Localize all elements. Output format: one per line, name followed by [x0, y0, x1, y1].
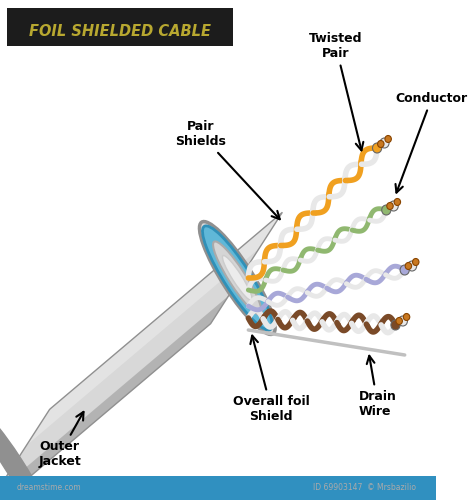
Circle shape: [408, 261, 417, 271]
Text: Conductor: Conductor: [395, 92, 468, 192]
FancyBboxPatch shape: [0, 476, 436, 500]
Circle shape: [387, 202, 393, 209]
FancyBboxPatch shape: [8, 8, 233, 46]
Circle shape: [412, 258, 419, 266]
Ellipse shape: [200, 222, 275, 334]
Polygon shape: [0, 212, 283, 500]
Text: Drain
Wire: Drain Wire: [359, 356, 397, 418]
Circle shape: [373, 143, 382, 153]
Polygon shape: [0, 296, 228, 500]
Circle shape: [394, 198, 401, 205]
Circle shape: [405, 262, 411, 270]
Text: Outer
Jacket: Outer Jacket: [38, 412, 83, 468]
Text: Pair
Shields: Pair Shields: [175, 120, 280, 219]
Circle shape: [398, 316, 408, 326]
Ellipse shape: [202, 226, 272, 330]
Circle shape: [389, 201, 398, 211]
Circle shape: [400, 265, 410, 275]
Circle shape: [378, 140, 384, 147]
Ellipse shape: [0, 409, 50, 500]
Circle shape: [380, 138, 389, 148]
Text: Overall foil
Shield: Overall foil Shield: [233, 336, 310, 423]
Text: Twisted
Pair: Twisted Pair: [309, 32, 364, 150]
Ellipse shape: [213, 242, 262, 314]
Text: FOIL SHIELDED CABLE: FOIL SHIELDED CABLE: [28, 24, 210, 38]
Circle shape: [382, 205, 391, 215]
Polygon shape: [27, 212, 283, 446]
Circle shape: [403, 314, 410, 320]
Circle shape: [385, 136, 392, 142]
Circle shape: [396, 318, 402, 324]
Circle shape: [391, 320, 400, 330]
Ellipse shape: [222, 256, 252, 300]
Text: dreamstime.com: dreamstime.com: [17, 483, 81, 492]
Text: ID 69903147  © Mrsbazilio: ID 69903147 © Mrsbazilio: [313, 483, 416, 492]
